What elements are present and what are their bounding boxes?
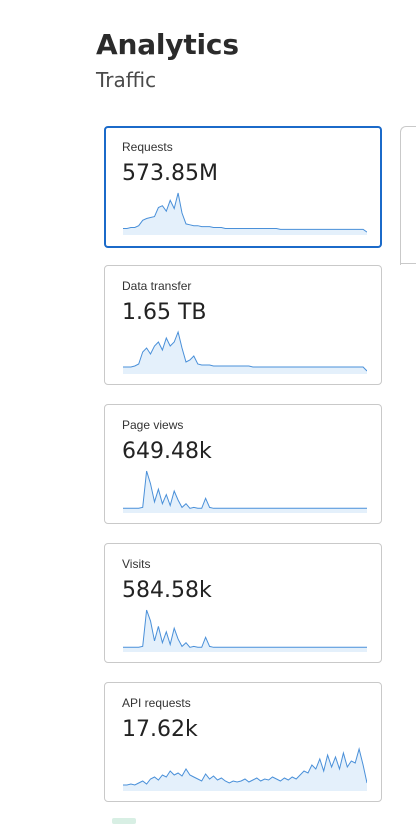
sparkline-area (123, 332, 367, 374)
bottom-chip (112, 818, 136, 824)
metric-card-data-transfer[interactable]: Data transfer 1.65 TB (104, 265, 382, 385)
side-panel-divider (400, 263, 416, 264)
sparkline-chart (123, 470, 367, 513)
metric-value: 573.85M (122, 161, 218, 186)
metric-label: API requests (122, 696, 191, 710)
metric-card-requests[interactable]: Requests 573.85M (104, 126, 382, 248)
sparkline-line (123, 609, 367, 648)
page-subtitle: Traffic (96, 68, 157, 92)
metric-label: Page views (122, 418, 184, 432)
sparkline-chart (123, 747, 367, 791)
page-title: Analytics (96, 28, 239, 61)
metric-label: Data transfer (122, 279, 192, 293)
sparkline-chart (123, 192, 367, 235)
sparkline-line (123, 192, 367, 233)
side-panel (400, 126, 416, 265)
metric-value: 584.58k (122, 578, 212, 603)
sparkline-area (123, 749, 367, 791)
metric-value: 649.48k (122, 439, 212, 464)
metric-label: Visits (122, 557, 151, 571)
metric-value: 17.62k (122, 717, 198, 742)
sparkline-line (123, 747, 367, 786)
sparkline-chart (123, 609, 367, 652)
metric-label: Requests (122, 140, 173, 154)
metric-card-page-views[interactable]: Page views 649.48k (104, 404, 382, 524)
metric-card-visits[interactable]: Visits 584.58k (104, 543, 382, 663)
metric-value: 1.65 TB (122, 300, 207, 325)
sparkline-area (123, 193, 367, 235)
sparkline-chart (123, 330, 367, 374)
sparkline-line (123, 470, 367, 509)
metric-card-api-requests[interactable]: API requests 17.62k (104, 682, 382, 802)
sparkline-line (123, 330, 367, 372)
